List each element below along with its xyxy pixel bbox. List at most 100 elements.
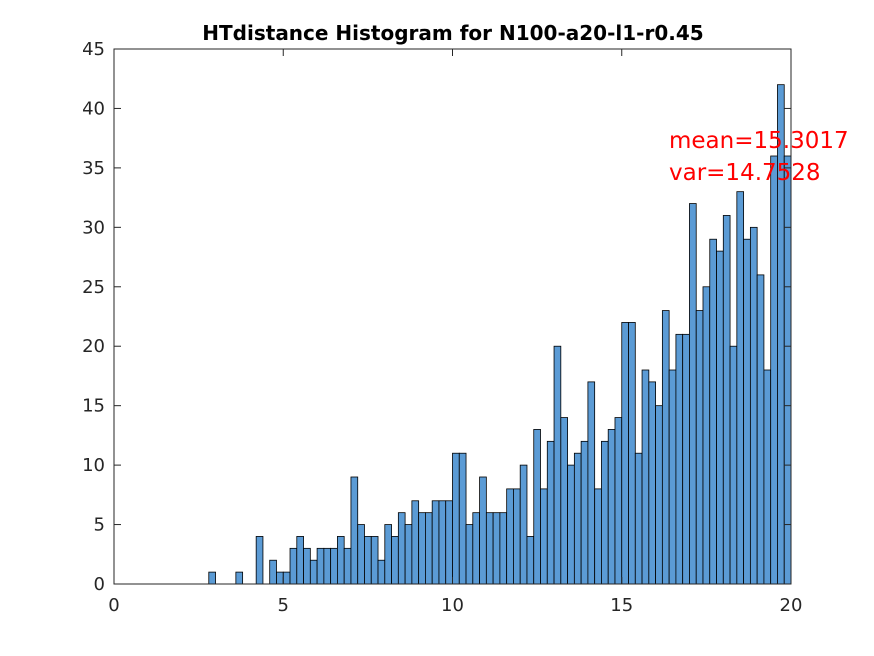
histogram-bar [391,536,399,585]
histogram-bar [377,559,386,585]
histogram-bar [594,488,602,585]
y-tick-label: 5 [94,515,105,536]
histogram-bar [350,476,359,585]
histogram-bar [330,547,338,585]
mean-annotation: mean=15.3017 [669,128,849,154]
x-tick-label: 0 [108,595,119,616]
histogram-bar [269,559,277,585]
histogram-bar [655,405,663,585]
histogram-bar [438,500,447,585]
histogram-bar [587,381,596,585]
histogram-bar [682,333,690,585]
histogram-bar [668,369,677,585]
histogram-bar [309,559,318,585]
y-tick-label: 20 [82,336,105,357]
histogram-bar [519,464,528,585]
histogram-bar [208,571,216,585]
histogram-bar [343,547,352,585]
histogram-bar [736,191,745,585]
histogram-bar [418,512,426,585]
x-tick-label: 20 [780,595,803,616]
histogram-bar [621,322,629,585]
histogram-bar [716,250,724,585]
histogram-bar [749,226,758,585]
histogram-bar [756,274,765,585]
histogram-bar [689,203,697,585]
histogram-bar [431,500,440,585]
histogram-bar [601,440,609,585]
y-tick-label: 25 [82,277,105,298]
histogram-bar [722,215,731,585]
histogram-bar [675,333,684,585]
histogram-bar [526,536,535,585]
histogram-bar [485,512,494,585]
y-tick-label: 30 [82,217,105,238]
histogram-bar [573,452,582,585]
histogram-bar [282,571,291,585]
x-tick-label: 10 [441,595,464,616]
histogram-bar [425,512,433,585]
histogram-bar [276,571,284,585]
histogram-bar [316,547,325,585]
histogram-bar [235,571,244,585]
x-tick-label: 15 [610,595,633,616]
histogram-bar [255,536,264,585]
histogram-bar [533,429,541,585]
histogram-bar [370,536,379,585]
histogram-bar [513,488,521,585]
histogram-bar [709,238,717,585]
histogram-bar [364,536,372,585]
histogram-bar [411,500,420,585]
histogram-bar [567,464,575,585]
histogram-bar [499,512,508,585]
histogram-bar [465,524,474,585]
histogram-bar [289,547,298,585]
y-tick-label: 10 [82,455,105,476]
histogram-bar [628,322,636,585]
histogram-bar [506,488,514,585]
histogram-bar [560,417,568,585]
y-tick-label: 40 [82,98,105,119]
histogram-bar [458,452,467,585]
x-axis-ticks: 0 5 10 15 20 [108,49,802,616]
histogram-bar [296,536,304,585]
y-tick-label: 35 [82,158,105,179]
histogram-bar [641,369,650,585]
histogram-bar [323,547,332,585]
histogram-bar [607,429,616,585]
y-tick-label: 0 [94,574,105,595]
histogram-bar [452,452,460,585]
histogram-bar [770,155,778,585]
histogram-bar [384,524,392,585]
var-annotation: var=14.7528 [669,160,821,186]
histogram-bar [397,512,406,585]
histogram-bar [337,536,345,585]
chart-title: HTdistance Histogram for N100-a20-l1-r0.… [202,21,703,45]
histogram-bar [661,310,670,585]
histogram-bar [634,452,643,585]
histogram-bar [614,417,623,585]
histogram-bar [648,381,657,585]
histogram-bar [540,488,548,585]
histogram-bar [702,286,711,585]
y-tick-label: 15 [82,396,105,417]
histogram-bar [743,238,751,585]
histogram-bar [303,547,311,585]
histogram-bar [729,345,738,585]
histogram-bar [763,369,772,585]
histogram-bar [580,440,589,585]
histogram-bar [783,155,792,585]
histogram-bar [472,512,480,585]
x-tick-label: 5 [278,595,289,616]
histogram-bar [357,524,365,585]
histogram-bar [546,440,555,585]
histogram-bar [404,524,413,585]
histogram-bar [479,476,487,585]
y-tick-label: 45 [82,39,105,60]
histogram-bar [695,310,704,585]
histogram-bar [445,500,453,585]
histogram-bar [553,345,562,585]
y-axis-ticks: 0 5 10 15 20 25 30 35 40 45 [82,39,791,595]
histogram-bar [492,512,501,585]
